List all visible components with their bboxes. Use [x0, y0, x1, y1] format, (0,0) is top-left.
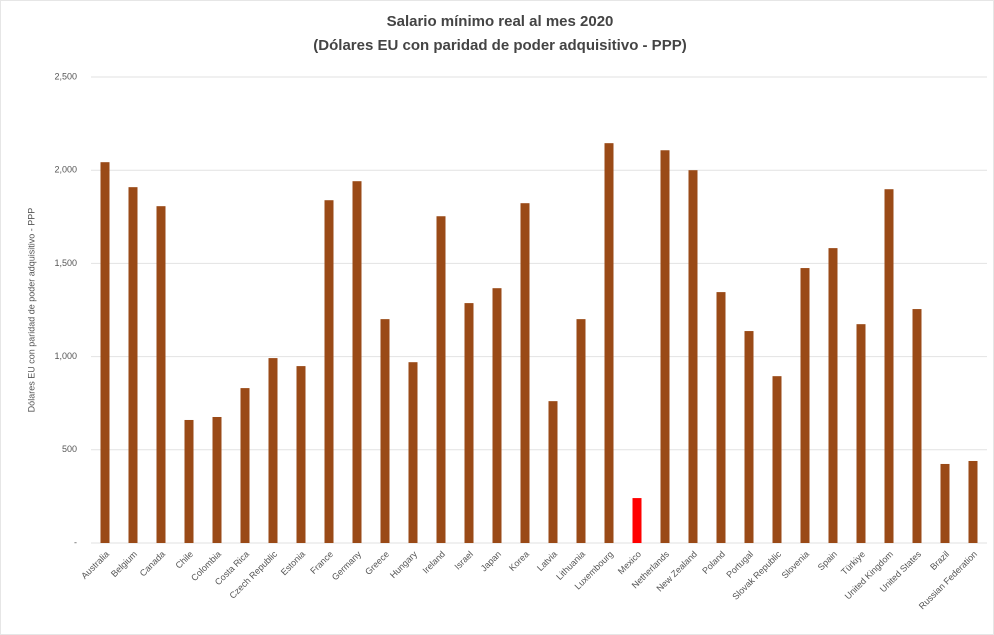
y-tick-label: 2,000 [54, 165, 77, 175]
bar [688, 170, 698, 543]
bar [856, 324, 866, 543]
bar [716, 292, 726, 543]
chart-subtitle: (Dólares EU con paridad de poder adquisi… [313, 37, 686, 54]
bar [912, 309, 922, 543]
bar [884, 189, 894, 543]
bar [184, 419, 194, 543]
chart-title: Salario mínimo real al mes 2020 [387, 13, 614, 30]
bar [380, 319, 390, 543]
bar [156, 206, 166, 543]
bar [744, 331, 754, 543]
bar [548, 401, 558, 543]
y-tick-label: 2,500 [54, 71, 77, 81]
bar [828, 248, 838, 543]
bar [212, 416, 222, 543]
y-axis-label: Dólares EU con paridad de poder adquisit… [26, 208, 36, 413]
bar [268, 358, 278, 543]
bar [128, 187, 138, 543]
bar [604, 143, 614, 543]
bar [408, 362, 418, 543]
bar [436, 216, 446, 544]
bar [240, 388, 250, 543]
bar [800, 268, 810, 543]
bar [940, 463, 950, 543]
y-tick-label: 1,000 [54, 351, 77, 361]
bar [296, 366, 306, 543]
bar [464, 303, 474, 543]
bar [352, 181, 362, 543]
y-tick-label: 1,500 [54, 258, 77, 268]
bar [100, 162, 110, 543]
bar [968, 460, 978, 543]
y-tick-label: - [74, 537, 77, 547]
bar [492, 288, 502, 543]
bar [324, 200, 334, 544]
y-tick-label: 500 [62, 444, 77, 454]
bar [660, 150, 670, 544]
bar [772, 376, 782, 543]
bar [632, 498, 642, 543]
bar [576, 319, 586, 543]
bar [520, 203, 530, 543]
